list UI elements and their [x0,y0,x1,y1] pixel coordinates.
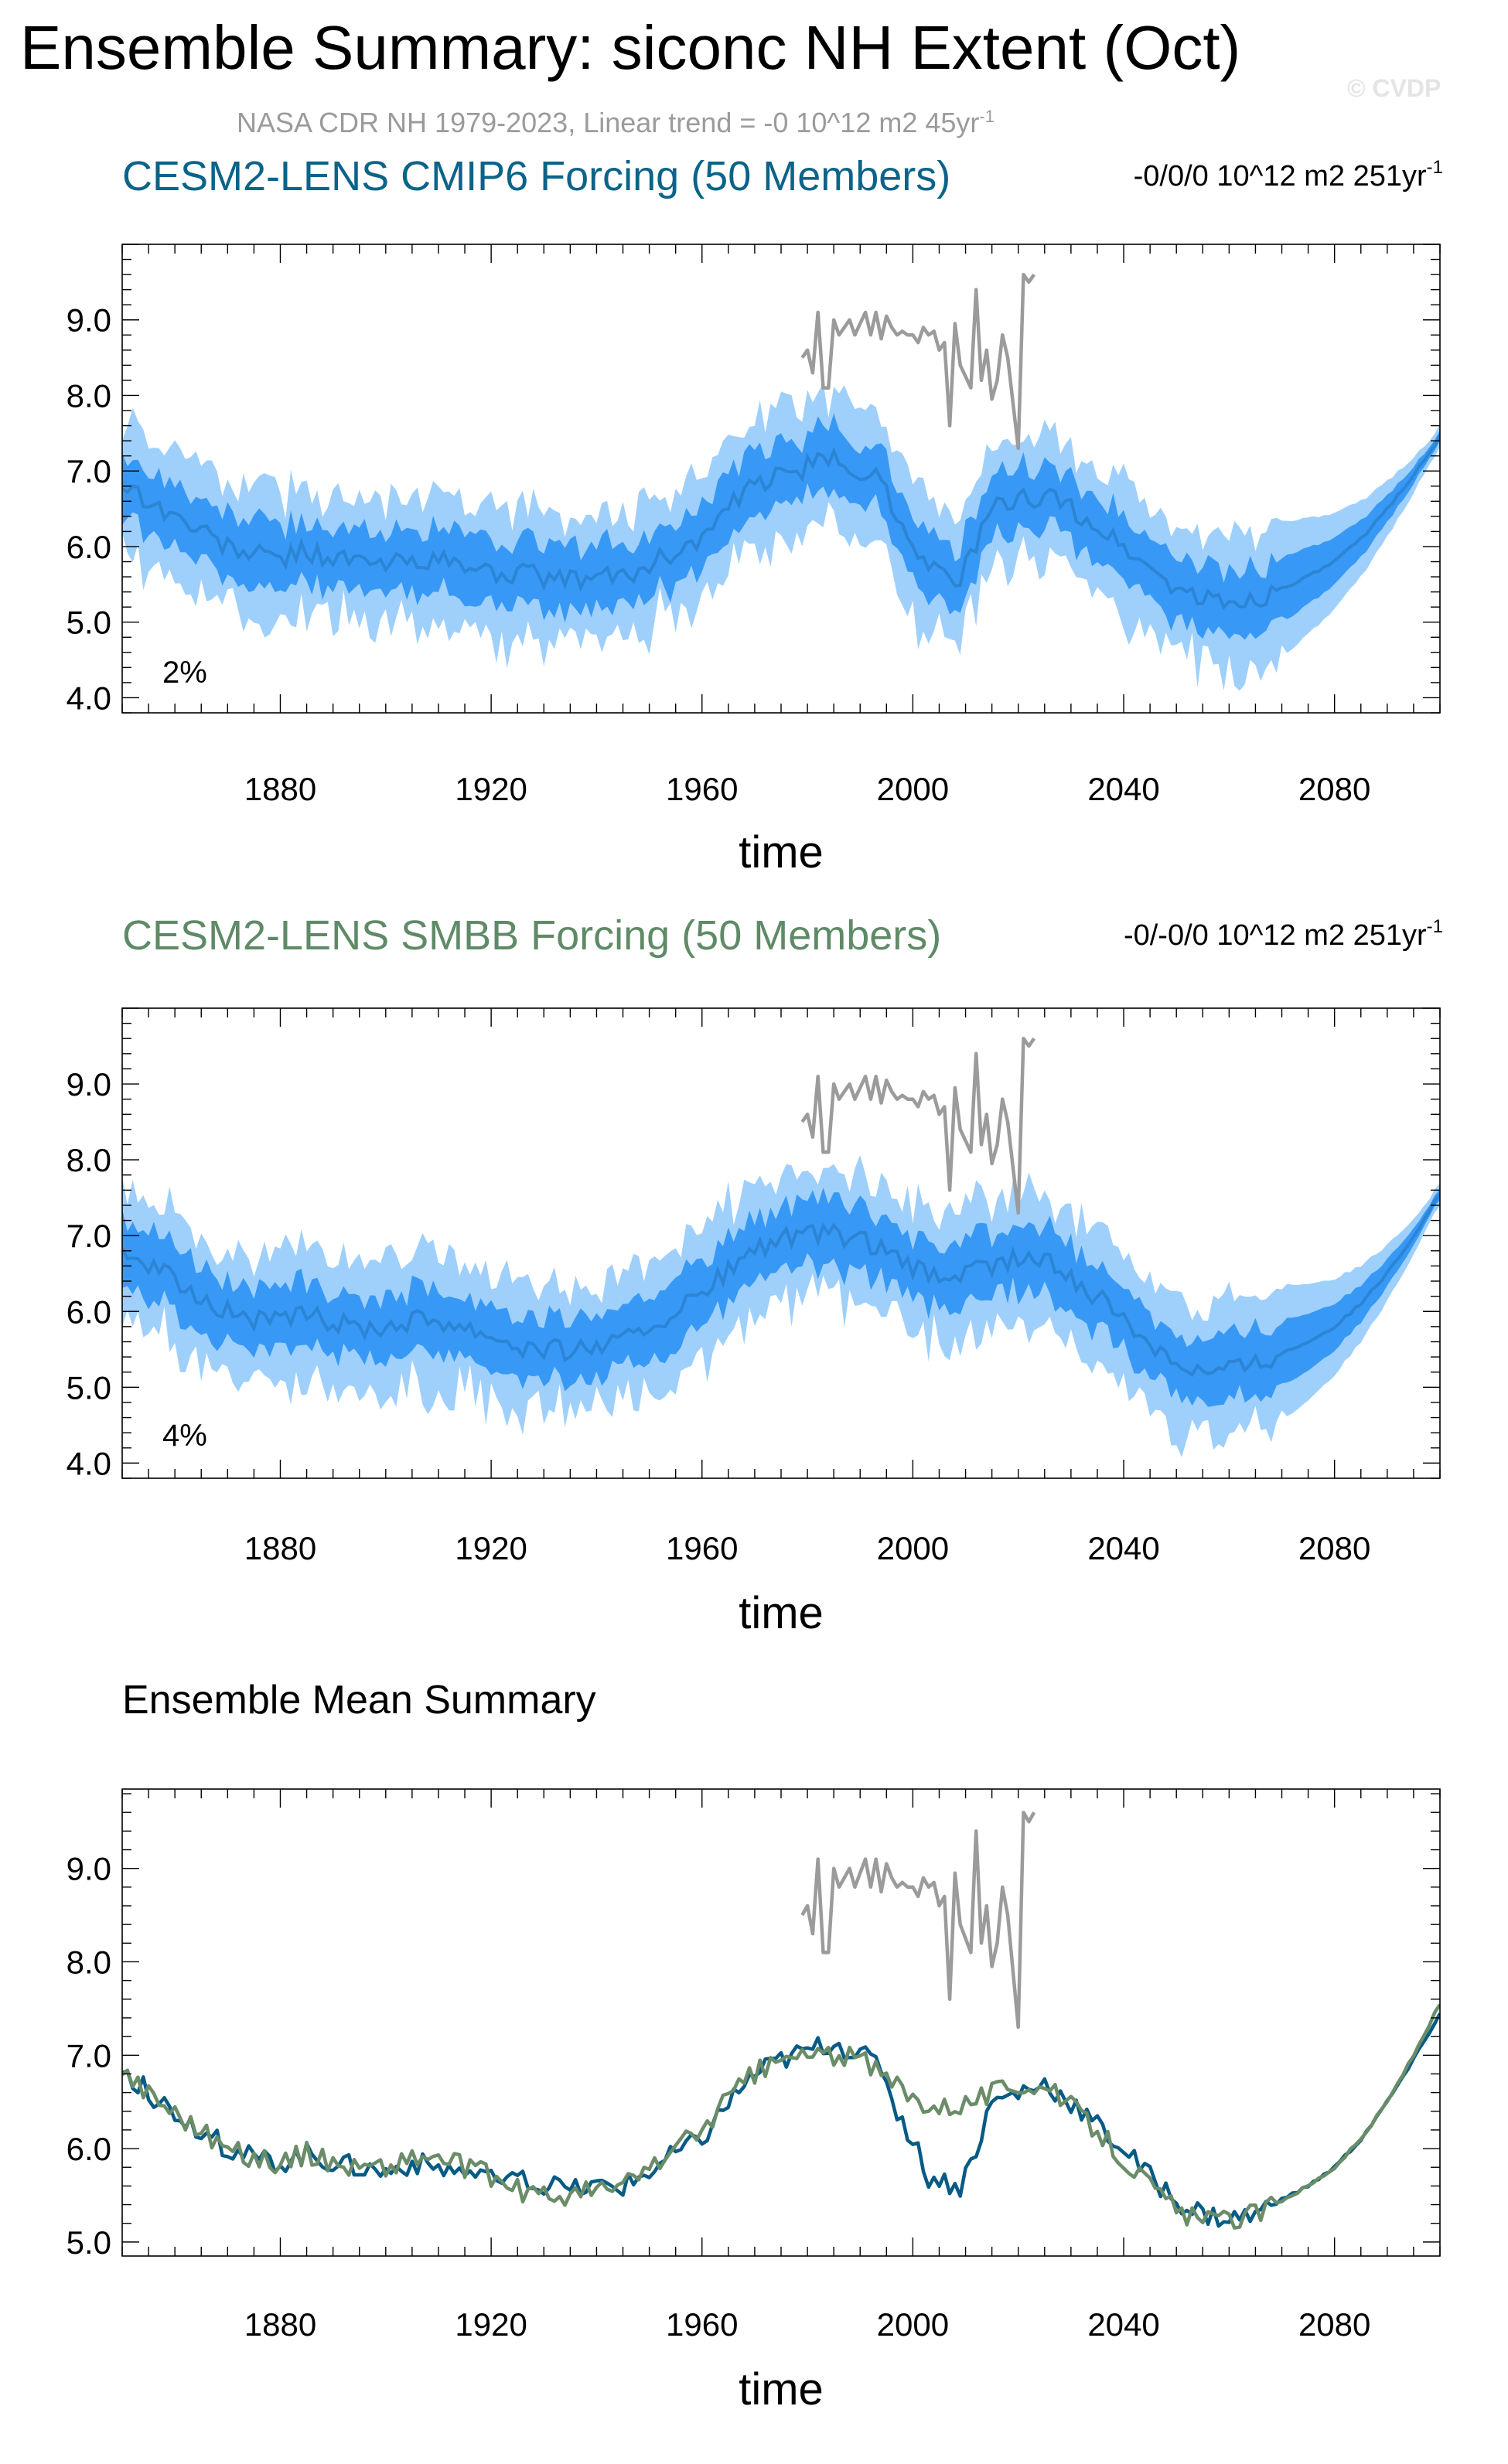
y-tick-label: 7.0 [67,1218,111,1254]
y-tick-label: 7.0 [67,2037,111,2074]
x-axis-label: time [739,2364,824,2415]
x-tick-label: 2080 [1298,1530,1370,1566]
cmip6-panel: CESM2-LENS CMIP6 Forcing (50 Members) -0/… [67,153,1443,878]
trend-label-sup: -1 [1427,916,1443,937]
plot-frame [121,1788,1441,2257]
x-tick-label: 1880 [244,2306,316,2343]
x-tick-label: 2000 [877,2306,949,2343]
y-tick-label: 6.0 [67,529,111,565]
x-tick-label: 2040 [1087,1530,1159,1566]
x-axis: 1880 1920 1960 2000 2040 2080 time [121,244,1441,878]
x-tick-label: 1960 [666,1530,738,1566]
obs-subtitle-text: NASA CDR NH 1979-2023, Linear trend = -0… [237,107,980,138]
plot-area [122,1810,1440,2230]
ensemble-range-band [122,1154,1440,1457]
y-tick-label: 5.0 [67,1369,111,1406]
y-tick-label: 4.0 [67,1445,111,1481]
y-tick-label: 8.0 [67,1944,111,1980]
percent-label: 4% [162,1419,207,1453]
trend-label-sup: -1 [1427,157,1443,178]
percent-label: 2% [162,656,207,690]
smbb-panel: CESM2-LENS SMBB Forcing (50 Members) -0/-… [67,912,1443,1638]
obs-subtitle-sup: -1 [979,107,995,126]
series-line-cmip6 [122,2012,1440,2228]
x-tick-label: 1880 [244,1530,316,1566]
x-tick-label: 1960 [666,771,738,807]
plot-area [122,272,1440,691]
x-tick-label: 2080 [1298,2306,1370,2343]
observations-line [800,272,1036,451]
trend-label-text: -0/0/0 10^12 m2 251yr [1134,160,1427,193]
y-axis: 4.0 5.0 6.0 7.0 8.0 9.0 [67,244,1440,716]
y-tick-label: 5.0 [67,605,111,641]
obs-subtitle: NASA CDR NH 1979-2023, Linear trend = -0… [237,107,995,139]
panel-title: CESM2-LENS SMBB Forcing (50 Members) [122,912,941,959]
observations-line [800,1036,1036,1215]
x-tick-label: 1880 [244,771,316,807]
y-tick-label: 7.0 [67,453,111,489]
trend-label: -0/0/0 10^12 m2 251yr-1 [1134,157,1443,193]
ensemble-spread-band [122,1188,1440,1407]
y-tick-label: 6.0 [67,1293,111,1330]
panel-title: CESM2-LENS CMIP6 Forcing (50 Members) [122,153,950,199]
y-tick-label: 9.0 [67,1066,111,1102]
y-axis: 4.0 5.0 6.0 7.0 8.0 9.0 [67,1007,1440,1481]
y-tick-label: 8.0 [67,1142,111,1178]
ensemble-mean-panel: Ensemble Mean Summary 5.0 6.0 7.0 8.0 9.0 1880… [67,1678,1441,2415]
plot-area [122,1036,1440,1457]
main-title: Ensemble Summary: siconc NH Extent (Oct) [20,13,1241,82]
x-tick-label: 1960 [666,2306,738,2343]
x-tick-label: 1920 [455,771,527,807]
x-axis: 1880 1920 1960 2000 2040 2080 time [121,1789,1441,2415]
ensemble-range-band [122,382,1440,691]
y-tick-label: 4.0 [67,680,111,716]
ensemble-spread-band [122,413,1440,640]
x-tick-label: 2040 [1087,771,1159,807]
y-tick-label: 8.0 [67,377,111,414]
observations-line [800,1810,1036,2029]
x-axis-label: time [739,1588,824,1638]
x-tick-label: 1920 [455,2306,527,2343]
y-tick-label: 6.0 [67,2131,111,2167]
panel-title: Ensemble Mean Summary [122,1678,596,1723]
trend-label-text: -0/-0/0 10^12 m2 251yr [1124,919,1427,952]
x-tick-label: 2000 [877,771,949,807]
y-tick-label: 5.0 [67,2224,111,2261]
trend-label: -0/-0/0 10^12 m2 251yr-1 [1124,916,1443,952]
x-tick-label: 2000 [877,1530,949,1566]
series-line-smbb [122,2003,1440,2230]
y-axis: 5.0 6.0 7.0 8.0 9.0 [67,1793,1440,2261]
x-tick-label: 1920 [455,1530,527,1566]
x-axis: 1880 1920 1960 2000 2040 2080 time [121,1008,1441,1638]
x-tick-label: 2080 [1298,771,1370,807]
x-tick-label: 2040 [1087,2306,1159,2343]
y-tick-label: 9.0 [67,1851,111,1887]
y-tick-label: 9.0 [67,302,111,339]
ensemble-mean-line [122,435,1440,611]
ensemble-mean-line [122,1193,1440,1377]
x-axis-label: time [739,827,824,878]
watermark: © CVDP [1347,74,1441,102]
